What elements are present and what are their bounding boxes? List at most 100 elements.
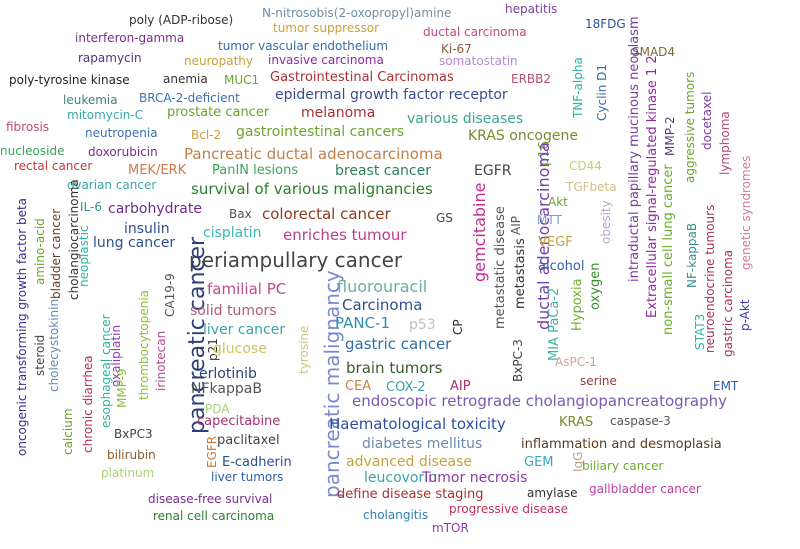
cloud-word-oncogenic-transforming-growth-factor-beta: oncogenic transforming growth factor bet…: [15, 197, 29, 456]
cloud-word-bxpc3: BxPC3: [114, 427, 153, 441]
cloud-word-bladder-cancer: bladder cancer: [49, 208, 63, 299]
cloud-word-liver-cancer: liver cancer: [203, 322, 286, 338]
cloud-word-p-akt: p-Akt: [738, 299, 752, 331]
cloud-word-capecitabine: capecitabine: [197, 414, 281, 429]
cloud-word-insulin: insulin: [124, 221, 170, 237]
cloud-word-inflammation-and-desmoplasia: inflammation and desmoplasia: [521, 437, 722, 452]
cloud-word-leucovorin: leucovorin: [364, 470, 438, 486]
cloud-word-bxpc-3: BxPC-3: [511, 339, 525, 382]
cloud-word-ca19-9: CA19-9: [163, 273, 177, 317]
cloud-word-p53: p53: [409, 317, 436, 333]
cloud-word-irinotecan: irinotecan: [154, 330, 168, 391]
cloud-word-ductal-carcinoma: ductal carcinoma: [423, 25, 527, 39]
cloud-word-chronic-diarrhea: chronic diarrhea: [81, 355, 95, 453]
cloud-word-tumor-vascular-endothelium: tumor vascular endothelium: [218, 39, 389, 53]
cloud-word-platinum: platinum: [101, 466, 155, 480]
cloud-word-lymphoma: lymphoma: [718, 111, 732, 175]
cloud-word-fibrosis: fibrosis: [6, 120, 50, 134]
cloud-word-erbb2: ERBB2: [511, 72, 552, 86]
cloud-word-liver-tumors: liver tumors: [211, 470, 284, 484]
cloud-word-mmp-2: MMP-2: [663, 116, 677, 156]
cloud-word-serine: serine: [580, 374, 617, 388]
cloud-word-brain-tumors: brain tumors: [346, 359, 443, 377]
cloud-word-cisplatin: cisplatin: [203, 225, 262, 241]
cloud-word-gastrointestinal-carcinomas: Gastrointestinal Carcinomas: [270, 70, 454, 85]
cloud-word-prostate-cancer: prostate cancer: [167, 105, 270, 120]
cloud-word-gs: GS: [436, 211, 453, 225]
cloud-word-diabetes-mellitus: diabetes mellitus: [362, 436, 483, 452]
cloud-word-poly-tyrosine-kinase: poly-tyrosine kinase: [9, 73, 130, 87]
cloud-word-carcinoma: Carcinoma: [342, 296, 423, 314]
cloud-word-cyclin-d1: Cyclin D1: [595, 63, 609, 121]
cloud-word-metastatic-disease: metastatic disease: [493, 206, 508, 329]
cloud-word-ovarian-cancer: ovarian cancer: [67, 178, 157, 192]
cloud-word-gastric-cancer: gastric cancer: [345, 335, 452, 353]
cloud-word-fluorouracil: fluorouracil: [337, 277, 428, 296]
cloud-word-gemcitabine: gemcitabine: [470, 182, 489, 283]
cloud-word-akt: Akt: [548, 195, 568, 209]
cloud-word-paclitaxel: paclitaxel: [217, 433, 280, 448]
cloud-word-glucose: glucose: [213, 341, 267, 357]
cloud-word-anemia: anemia: [163, 72, 208, 86]
cloud-word-hypoxia: Hypoxia: [570, 278, 585, 331]
cloud-word-intraductal-papillary-mucinous-neoplasm: intraductal papillary mucinous neoplasm: [627, 16, 642, 282]
cloud-word-mmp-9: MMP-9: [115, 368, 129, 408]
cloud-word-il-6: IL-6: [80, 200, 102, 214]
cloud-word-egfr: EGFR: [205, 435, 219, 468]
cloud-word-brca-2-deficient: BRCA-2-deficient: [139, 91, 240, 105]
cloud-word-hepatitis: hepatitis: [505, 2, 558, 16]
cloud-word-steroid: steroid: [33, 334, 47, 376]
cloud-word-solid-tumors: solid tumors: [190, 303, 277, 319]
cloud-word-familial-pc: familial PC: [207, 280, 287, 298]
cloud-word-obesity: obesity: [599, 200, 613, 244]
cloud-word-pancreatic-ductal-adenocarcinoma: Pancreatic ductal adenocarcinoma: [184, 145, 443, 163]
cloud-word-gastrointestinal-cancers: gastrointestinal cancers: [236, 124, 405, 140]
cloud-word-nucleoside: nucleoside: [0, 144, 65, 158]
cloud-word-mia-paca-2: MIA PaCa-2: [547, 287, 562, 361]
cloud-word-endoscopic-retrograde-cholangiopancreatography: endoscopic retrograde cholangiopancreato…: [352, 392, 727, 410]
cloud-word-bilirubin: bilirubin: [107, 448, 156, 462]
cloud-word-melanoma: melanoma: [301, 105, 376, 121]
cloud-word-cox-2: COX-2: [386, 380, 426, 395]
cloud-word-mek-erk: MEK/ERK: [128, 163, 187, 178]
cloud-word-cea: CEA: [345, 379, 372, 394]
cloud-word-panc-1: PANC-1: [335, 314, 390, 332]
cloud-word-renal-cell-carcinoma: renal cell carcinoma: [153, 509, 275, 523]
cloud-word-progressive-disease: progressive disease: [449, 502, 569, 516]
cloud-word-cholangitis: cholangitis: [363, 508, 429, 522]
cloud-word-smad4: SMAD4: [632, 45, 676, 59]
cloud-word-gallbladder-cancer: gallbladder cancer: [589, 482, 701, 496]
cloud-word-aip: AIP: [450, 379, 471, 394]
cloud-word-aspc-1: AsPC-1: [555, 355, 598, 369]
cloud-word-pancreatic-malignancy: pancreatic malignancy: [320, 270, 344, 498]
cloud-word-kras-oncogene: KRAS oncogene: [468, 128, 578, 144]
cloud-word-gem: GEM: [524, 455, 554, 470]
cloud-word-biliary-cancer: biliary cancer: [582, 459, 664, 473]
cloud-word-survival-of-various-malignancies: survival of various malignancies: [191, 180, 433, 198]
cloud-word-alcohol: alcohol: [538, 259, 585, 274]
cloud-word-interferon-gamma: interferon-gamma: [75, 31, 185, 45]
cloud-word-tumor-necrosis: Tumor necrosis: [422, 470, 528, 486]
cloud-word-cholecystokinin: cholecystokinin: [47, 298, 61, 392]
cloud-word-cp: CP: [451, 319, 465, 335]
cloud-word-ki-67: Ki-67: [441, 42, 472, 56]
cloud-word-advanced-disease: advanced disease: [346, 454, 473, 470]
cloud-word-stat3: STAT3: [693, 313, 707, 350]
cloud-word-vegf: VEGF: [538, 235, 573, 250]
cloud-word-metastasis: metastasis: [513, 238, 528, 309]
cloud-word-caspase-3: caspase-3: [610, 414, 671, 428]
cloud-word-n-nitrosobis-2-oxopropyl-amine: N-nitrosobis(2-oxopropyl)amine: [262, 6, 452, 20]
cloud-word-nfkappab: NFkappaB: [191, 381, 262, 397]
cloud-word-non-small-cell-lung-cancer: non-small cell lung cancer: [661, 164, 676, 335]
cloud-word-mtor: mTOR: [432, 521, 469, 535]
cloud-word-e-cadherin: E-cadherin: [222, 455, 292, 470]
cloud-word-bax: Bax: [229, 207, 252, 221]
cloud-word-18fdg: 18FDG: [585, 17, 626, 31]
cloud-word-nf-kappab: NF-kappaB: [685, 222, 699, 288]
cloud-word-genetic-syndromes: genetic syndromes: [739, 155, 753, 270]
cloud-word-calcium: calcium: [61, 408, 75, 455]
cloud-word-aip: AIP: [509, 216, 523, 235]
cloud-word-rectal-cancer: rectal cancer: [14, 159, 93, 173]
cloud-word-amylase: amylase: [527, 486, 578, 500]
cloud-word-leukemia: leukemia: [63, 93, 118, 107]
